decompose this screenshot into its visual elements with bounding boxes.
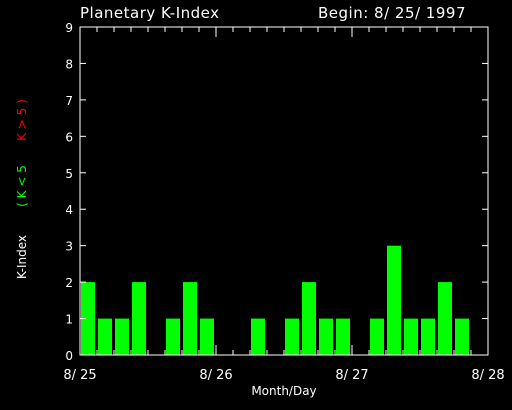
y-axis-label-low: ( K < 5 bbox=[15, 165, 29, 207]
bar-12 bbox=[285, 318, 299, 355]
bars-group bbox=[81, 245, 469, 355]
bar-21 bbox=[438, 282, 452, 355]
ytick-label-2: 2 bbox=[65, 276, 73, 290]
bar-2 bbox=[115, 318, 129, 355]
bar-18 bbox=[387, 245, 401, 355]
ytick-label-5: 5 bbox=[65, 167, 73, 181]
bar-10 bbox=[251, 318, 265, 355]
bar-22 bbox=[455, 318, 469, 355]
ytick-label-1: 1 bbox=[65, 313, 73, 327]
bar-3 bbox=[132, 282, 146, 355]
bar-13 bbox=[302, 282, 316, 355]
ytick-label-4: 4 bbox=[65, 203, 73, 217]
bar-14 bbox=[319, 318, 333, 355]
ytick-label-6: 6 bbox=[65, 130, 73, 144]
xtick-label-0: 8/ 25 bbox=[63, 368, 96, 383]
bar-19 bbox=[404, 318, 418, 355]
y-axis-ticks: 0 1 2 3 4 5 6 7 8 9 bbox=[65, 21, 488, 363]
x-axis-label: Month/Day bbox=[251, 384, 316, 398]
xtick-label-3: 8/ 28 bbox=[471, 368, 504, 383]
ytick-label-7: 7 bbox=[65, 94, 73, 108]
ytick-label-9: 9 bbox=[65, 21, 73, 35]
bar-1 bbox=[98, 318, 112, 355]
bar-5 bbox=[166, 318, 180, 355]
begin-date-label: Begin: 8/ 25/ 1997 bbox=[318, 4, 466, 22]
xtick-label-2: 8/ 27 bbox=[335, 368, 368, 383]
bar-7 bbox=[200, 318, 214, 355]
bar-15 bbox=[336, 318, 350, 355]
bar-20 bbox=[421, 318, 435, 355]
bar-17 bbox=[370, 318, 384, 355]
y-axis-label-group: K-Index ( K < 5 K > 5 ) bbox=[15, 99, 29, 279]
ytick-label-3: 3 bbox=[65, 240, 73, 254]
chart-title: Planetary K-Index bbox=[80, 4, 220, 22]
ytick-label-8: 8 bbox=[65, 57, 73, 71]
y-axis-label: K-Index bbox=[15, 235, 29, 279]
x-axis-ticks: 8/ 25 8/ 26 8/ 27 8/ 28 bbox=[63, 27, 505, 383]
ytick-label-0: 0 bbox=[65, 349, 73, 363]
bar-0 bbox=[81, 282, 95, 355]
xtick-label-1: 8/ 26 bbox=[199, 368, 232, 383]
y-axis-label-high: K > 5 ) bbox=[15, 99, 29, 141]
bar-6 bbox=[183, 282, 197, 355]
